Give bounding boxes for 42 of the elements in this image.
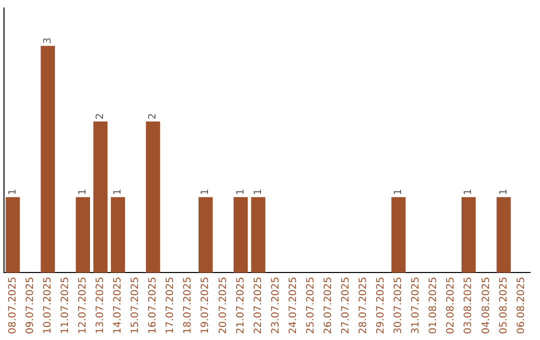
x-tick-label: 19.07.2025: [200, 276, 212, 334]
data-label: 3: [42, 37, 54, 44]
x-tick-label: 06.08.2025: [516, 276, 527, 334]
x-tick-label: 31.07.2025: [410, 276, 422, 334]
x-tick-label: 02.08.2025: [446, 276, 457, 334]
x-tick-label: 22.07.2025: [252, 276, 264, 334]
data-label: 2: [95, 113, 106, 120]
x-tick-label: 23.07.2025: [270, 276, 282, 334]
x-tick-label: 27.07.2025: [340, 276, 352, 334]
x-tick-label: 21.07.2025: [235, 276, 246, 334]
x-tick-label: 11.07.2025: [60, 276, 71, 334]
x-tick-label: 13.07.2025: [95, 276, 106, 334]
x-tick-label: 08.07.2025: [7, 276, 18, 334]
data-label: 1: [112, 188, 124, 196]
x-tick-label: 16.07.2025: [148, 276, 159, 334]
x-tick-label: 03.08.2025: [463, 276, 474, 334]
x-tick-label: 25.07.2025: [305, 276, 316, 334]
x-tick-label: 28.07.2025: [358, 276, 370, 334]
data-label: 1: [235, 188, 246, 196]
data-label: 1: [77, 188, 88, 196]
x-tick-label: 24.07.2025: [288, 276, 299, 334]
x-tick-label: 05.08.2025: [498, 276, 510, 334]
data-label: 1: [7, 188, 18, 196]
data-label: 1: [252, 188, 264, 196]
data-label: 1: [393, 188, 404, 196]
x-tick-label: 15.07.2025: [130, 276, 142, 334]
x-tick-label: 10.07.2025: [42, 276, 54, 334]
x-tick-label: 12.07.2025: [77, 276, 88, 334]
x-tick-label: 04.08.2025: [480, 276, 492, 334]
x-tick-label: 29.07.2025: [376, 276, 387, 334]
x-tick-label: 14.07.2025: [112, 276, 124, 334]
x-tick-label: 20.07.2025: [218, 276, 229, 334]
x-tick-label: 26.07.2025: [322, 276, 334, 334]
x-tick-label: 01.08.2025: [428, 276, 440, 334]
x-tick-label: 17.07.2025: [165, 276, 176, 334]
x-tick-label: 30.07.2025: [393, 276, 404, 334]
x-tick-label: 09.07.2025: [24, 276, 36, 334]
data-label: 1: [498, 188, 510, 196]
x-tick-label: 18.07.2025: [182, 276, 194, 334]
data-label: 2: [148, 113, 159, 120]
data-label: 1: [463, 188, 474, 196]
data-label: 1: [200, 188, 212, 196]
